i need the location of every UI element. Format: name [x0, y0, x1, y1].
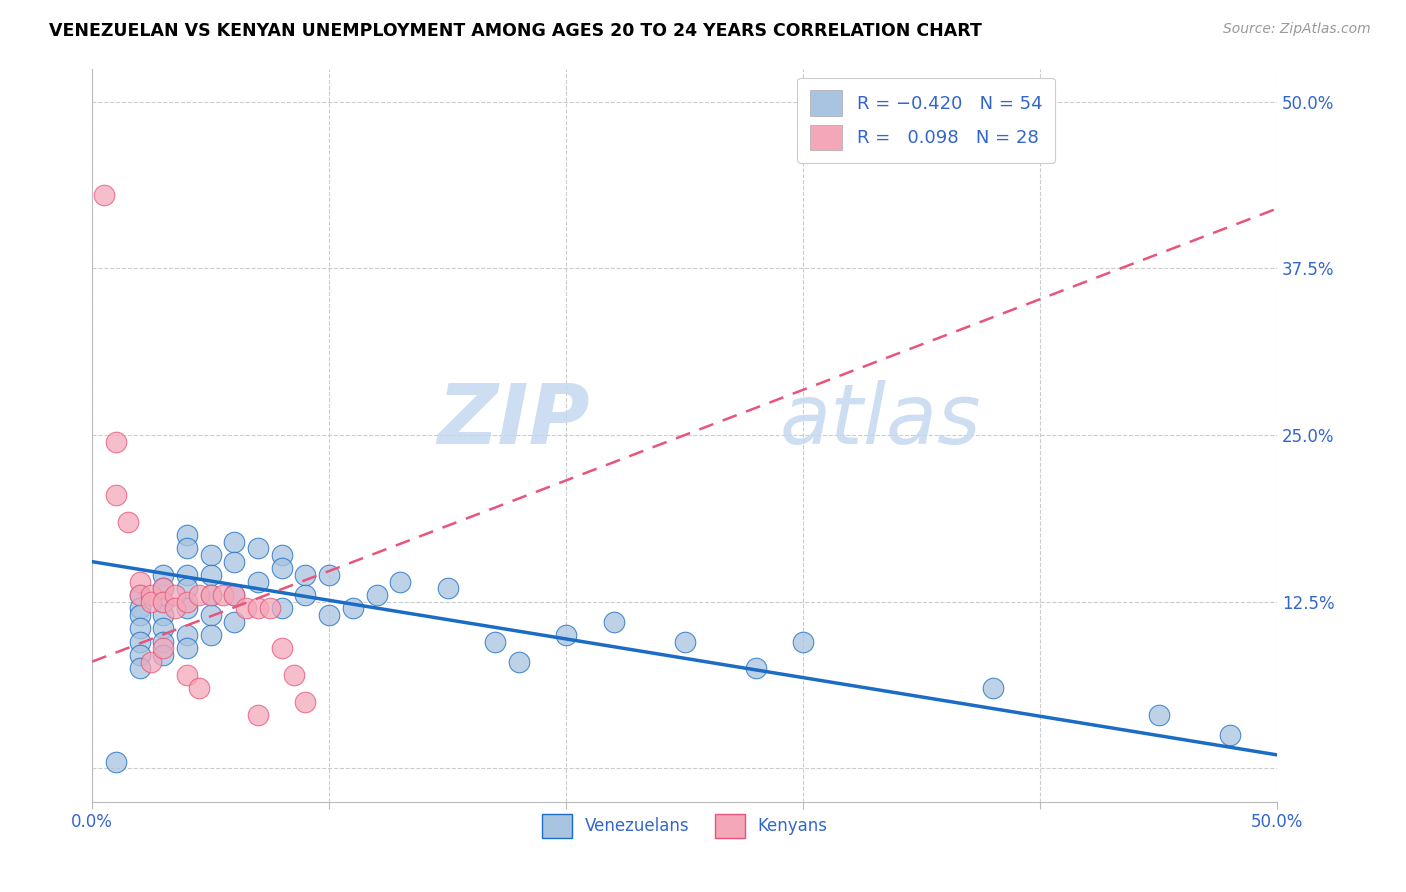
Point [981, 681, 1004, 696]
Point [128, 574, 150, 589]
Point [165, 588, 187, 602]
Point [128, 648, 150, 662]
Point [283, 668, 305, 682]
Point [247, 574, 270, 589]
Point [224, 588, 246, 602]
Point [104, 488, 127, 502]
Point [224, 534, 246, 549]
Point [187, 681, 209, 696]
Point [602, 615, 624, 629]
Point [211, 588, 233, 602]
Point [270, 561, 292, 575]
Point [152, 634, 174, 648]
Point [104, 755, 127, 769]
Text: ZIP: ZIP [437, 380, 591, 461]
Point [176, 594, 198, 608]
Point [294, 695, 316, 709]
Text: Source: ZipAtlas.com: Source: ZipAtlas.com [1223, 22, 1371, 37]
Point [555, 628, 578, 642]
Point [342, 601, 364, 615]
Legend: Venezuelans, Kenyans: Venezuelans, Kenyans [534, 807, 835, 845]
Point [200, 568, 222, 582]
Point [152, 594, 174, 608]
Point [436, 582, 458, 596]
Point [200, 588, 222, 602]
Point [128, 588, 150, 602]
Point [673, 634, 696, 648]
Point [484, 634, 506, 648]
Point [366, 588, 388, 602]
Point [389, 574, 412, 589]
Point [176, 582, 198, 596]
Point [200, 588, 222, 602]
Point [176, 601, 198, 615]
Point [1219, 728, 1241, 742]
Point [200, 607, 222, 622]
Point [152, 607, 174, 622]
Point [247, 601, 270, 615]
Point [176, 641, 198, 656]
Point [152, 621, 174, 635]
Point [235, 601, 257, 615]
Point [152, 648, 174, 662]
Point [152, 582, 174, 596]
Point [165, 601, 187, 615]
Point [152, 641, 174, 656]
Point [128, 634, 150, 648]
Text: VENEZUELAN VS KENYAN UNEMPLOYMENT AMONG AGES 20 TO 24 YEARS CORRELATION CHART: VENEZUELAN VS KENYAN UNEMPLOYMENT AMONG … [49, 22, 981, 40]
Point [247, 708, 270, 723]
Point [200, 548, 222, 562]
Point [176, 628, 198, 642]
Point [259, 601, 281, 615]
Point [152, 582, 174, 596]
Point [104, 434, 127, 449]
Point [141, 588, 163, 602]
Point [93, 188, 115, 202]
Point [247, 541, 270, 556]
Point [508, 655, 530, 669]
Point [176, 528, 198, 542]
Point [224, 588, 246, 602]
Point [117, 515, 139, 529]
Point [128, 661, 150, 675]
Point [128, 588, 150, 602]
Point [128, 601, 150, 615]
Point [1147, 708, 1170, 723]
Point [270, 548, 292, 562]
Point [318, 568, 340, 582]
Point [270, 641, 292, 656]
Point [176, 541, 198, 556]
Point [224, 615, 246, 629]
Point [152, 568, 174, 582]
Point [141, 594, 163, 608]
Point [294, 588, 316, 602]
Text: atlas: atlas [779, 380, 981, 461]
Point [128, 607, 150, 622]
Point [141, 655, 163, 669]
Point [187, 588, 209, 602]
Point [176, 668, 198, 682]
Point [792, 634, 814, 648]
Point [152, 594, 174, 608]
Point [294, 568, 316, 582]
Point [224, 555, 246, 569]
Point [270, 601, 292, 615]
Point [176, 568, 198, 582]
Point [200, 628, 222, 642]
Point [745, 661, 768, 675]
Point [318, 607, 340, 622]
Point [128, 621, 150, 635]
